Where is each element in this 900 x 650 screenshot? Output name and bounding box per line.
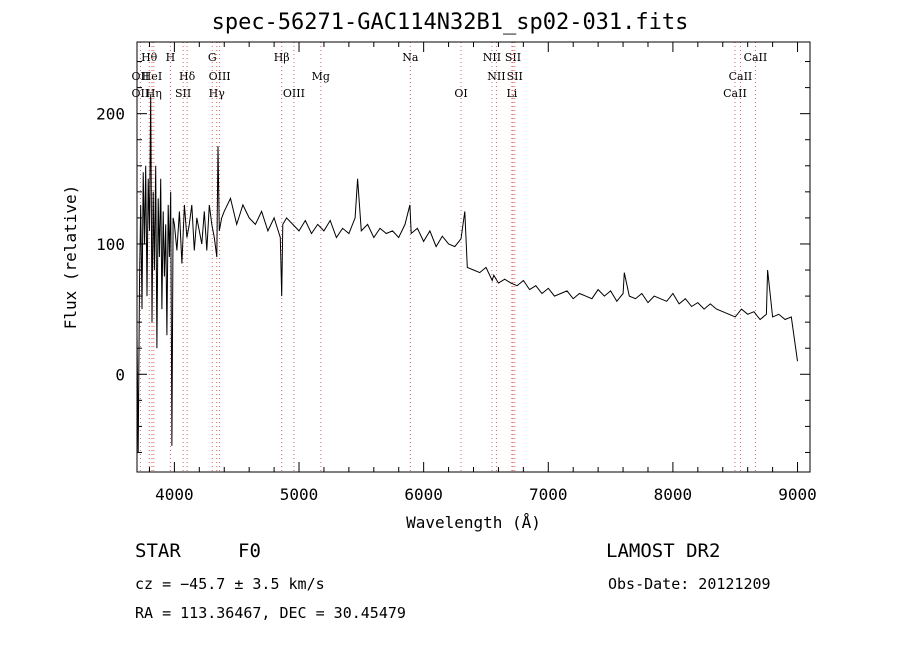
x-tick-label: 5000 [280, 485, 319, 504]
x-tick-label: 6000 [404, 485, 443, 504]
line-marker-label: CaII [723, 87, 747, 100]
object-type: STAR [135, 540, 181, 562]
line-marker-label: SII [505, 51, 521, 64]
chart-title: spec-56271-GAC114N32B1_sp02-031.fits [211, 10, 689, 35]
redshift-text: cz = −45.7 ± 3.5 km/s [135, 575, 325, 593]
object-subclass: F0 [238, 540, 261, 562]
line-marker-label: CaII [744, 51, 768, 64]
spectrum-line [136, 94, 798, 453]
x-tick-label: 7000 [529, 485, 568, 504]
obs-date-text: Obs-Date: 20121209 [608, 575, 771, 593]
line-marker-label: Hη [146, 87, 162, 100]
coordinates-text: RA = 113.36467, DEC = 30.45479 [135, 604, 406, 622]
x-tick-label: 4000 [155, 485, 194, 504]
line-marker-label: NII [487, 70, 505, 83]
line-marker-label: CaII [729, 70, 753, 83]
line-marker-label: Hβ [274, 51, 290, 64]
line-marker-label: Hγ [209, 87, 226, 100]
line-marker-label: Li [506, 87, 517, 100]
y-tick-label: 100 [96, 235, 125, 254]
line-marker-label: Na [402, 51, 419, 64]
y-tick-label: 200 [96, 105, 125, 124]
x-tick-label: 9000 [778, 485, 817, 504]
line-marker-label: SII [175, 87, 191, 100]
line-marker-label: NII [483, 51, 501, 64]
plot-frame [136, 41, 811, 473]
x-axis-label: Wavelength (Å) [406, 513, 541, 532]
line-marker-label: G [208, 51, 217, 64]
line-marker-label: SII [507, 70, 523, 83]
x-tick-label: 8000 [654, 485, 693, 504]
line-marker-label: OIII [283, 87, 305, 100]
line-marker-label: Mg [312, 70, 330, 83]
y-axis-label: Flux (relative) [61, 185, 80, 330]
line-marker-label: OII [132, 87, 150, 100]
line-marker-label: OI [454, 87, 467, 100]
line-marker-label: OIII [209, 70, 231, 83]
line-marker-label: Hθ [141, 51, 158, 64]
line-marker-label: H [166, 51, 176, 64]
survey-label: LAMOST DR2 [606, 540, 721, 562]
line-marker-label: HeI [142, 70, 162, 83]
y-tick-label: 0 [115, 365, 125, 384]
line-marker-label: Hδ [179, 70, 196, 83]
line-marker-label: OII [132, 70, 150, 83]
